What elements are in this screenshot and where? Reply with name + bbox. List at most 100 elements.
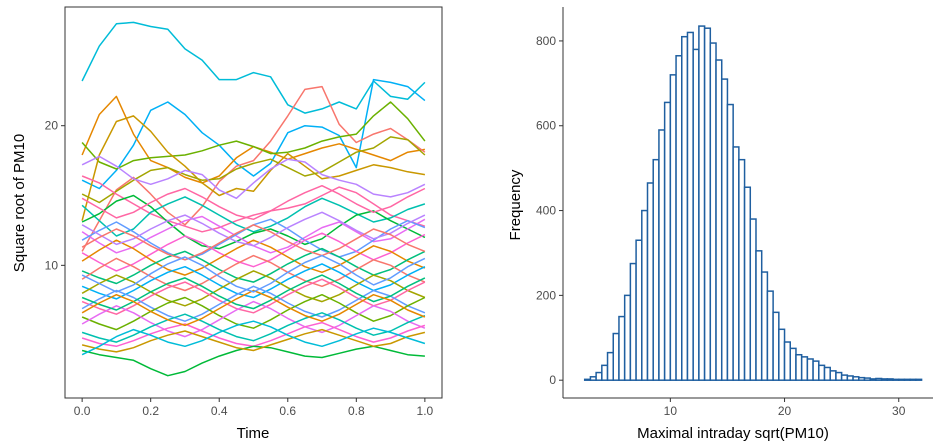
histogram-bar [709,42,717,381]
histogram-bar [669,74,677,381]
x-tick-label: 1.0 [417,404,434,418]
histogram-bar [635,239,643,381]
series-line-24 [81,312,426,343]
histogram-bar [732,146,740,381]
series-line-10 [81,196,426,237]
histogram-bar [892,378,900,381]
series-line-5 [81,101,426,170]
histogram-bar [692,48,700,381]
series-line-23 [81,300,426,338]
left-panel: 0.0 0.2 0.4 0.6 0.8 1.0 10 20 Time Square root … [11,6,443,442]
histogram-bar [749,218,757,381]
histogram-bar [897,378,906,381]
series-line-15 [81,239,426,276]
y-tick-label: 600 [536,119,556,133]
histogram-bar [783,341,791,381]
series-line-22 [81,293,426,331]
x-tick-label: 20 [778,404,792,418]
series-line-30 [81,224,426,261]
histogram-bar [795,353,803,381]
histogram-bar [812,360,820,381]
series-line-33 [81,184,426,221]
y-tick-label: 20 [45,119,59,133]
series-line-26 [81,345,425,377]
histogram-bar [789,347,797,381]
histogram-bar [835,371,843,381]
right-axes: 10 20 30 0 200 400 600 800 [536,7,933,418]
right-x-axis-title: Maximal intraday sqrt(PM10) [637,425,829,442]
histogram-bar [846,375,854,381]
series-line-21 [81,285,426,322]
series-line-6 [81,115,426,221]
histogram-bar [772,311,780,381]
series-line-8 [81,155,426,200]
histogram-bar [818,364,826,381]
histogram-bar [652,158,660,381]
series-line-32 [81,289,426,327]
histogram-bar [915,378,923,381]
histogram-bar [675,55,683,381]
histogram-bar [903,378,911,381]
left-axes: 0.0 0.2 0.4 0.6 0.8 1.0 10 20 [45,119,434,418]
histogram-bar [829,370,837,381]
series-line-29 [81,211,426,247]
series-line-4 [81,85,426,252]
histogram-bar [612,332,620,381]
series-line-16 [81,247,426,285]
y-tick-label: 800 [536,34,556,48]
series-line-1 [81,21,426,114]
histogram-bar [875,377,883,381]
histogram-bar [823,366,831,381]
series-line-20 [81,278,426,315]
series-line-11 [81,194,426,250]
left-y-axis-title: Square root of PM10 [11,134,28,272]
histogram-bar [663,101,672,381]
histogram-bar [743,186,752,381]
histogram-bar [618,315,626,381]
histogram-bar [880,378,889,381]
right-panel: 10 20 30 0 200 400 600 800 Maximal intraday sqr… [507,7,933,442]
histogram-bar [800,356,809,381]
histogram-bar [686,31,694,381]
histogram-bar [698,25,706,381]
histogram-bar [755,250,763,381]
histogram-bar [715,59,723,381]
y-tick-label: 0 [549,373,556,387]
histogram-bar [703,27,712,381]
histogram-bar [595,371,603,381]
series-line-14 [81,232,426,272]
time-series-lines [81,21,426,377]
series-line-31 [81,274,426,311]
x-tick-label: 0.0 [74,404,91,418]
x-tick-label: 10 [664,404,678,418]
histogram-bar [778,328,786,381]
series-line-27 [81,328,426,353]
series-line-17 [81,254,426,292]
histogram-bar [806,358,814,381]
histogram-bar [852,376,860,381]
histogram-bar [623,294,632,381]
histogram-bar [766,290,774,381]
series-line-2 [81,78,426,190]
histogram-bar [726,103,734,381]
histogram-bars [583,25,923,381]
histogram-bar [681,35,689,381]
x-tick-label: 0.2 [142,404,159,418]
histogram-bar [583,378,592,381]
y-tick-label: 10 [45,258,59,272]
histogram-bar [601,364,609,381]
histogram-bar [629,262,637,381]
right-y-axis-title: Frequency [507,169,524,240]
series-line-7 [81,136,426,204]
y-tick-label: 400 [536,204,556,218]
series-line-28 [81,320,426,356]
histogram-bar [646,182,654,381]
histogram-bar [886,378,894,381]
histogram-bar [589,376,597,381]
histogram-bar [641,209,649,381]
histogram-bar [869,378,877,381]
x-tick-label: 30 [892,404,906,418]
x-tick-label: 0.6 [279,404,296,418]
